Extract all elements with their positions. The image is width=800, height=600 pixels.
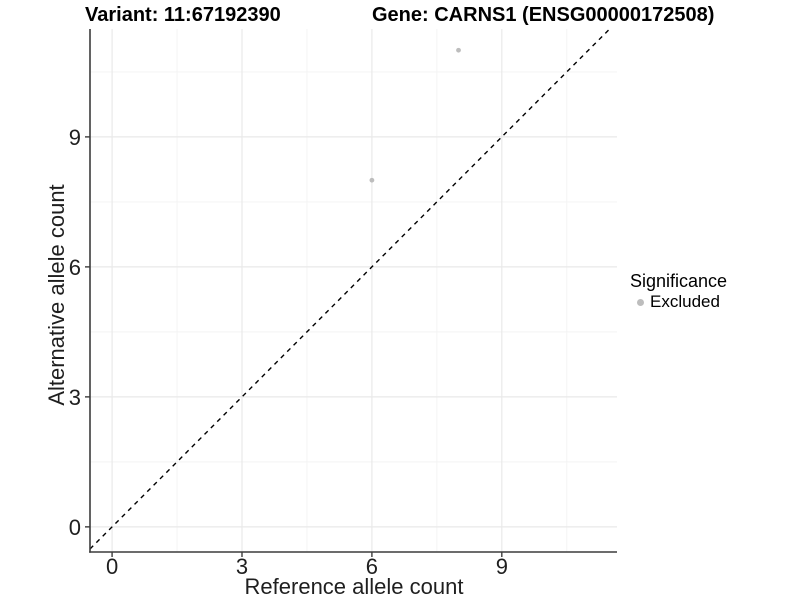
y-axis-title: Alternative allele count: [44, 184, 69, 406]
x-tick-label: 6: [366, 554, 378, 579]
legend-key: [630, 298, 650, 306]
y-tick-label: 3: [69, 385, 81, 410]
legend-title: Significance: [630, 271, 728, 291]
legend-item-label: Excluded: [650, 292, 720, 311]
data-point: [369, 177, 375, 183]
x-tick-label: 9: [496, 554, 508, 579]
x-tick-label: 0: [106, 554, 118, 579]
plot-title-gene: Gene: CARNS1 (ENSG00000172508): [372, 4, 715, 26]
y-tick-label: 6: [69, 255, 81, 280]
y-tick-label: 9: [69, 125, 81, 150]
x-axis-title: Reference allele count: [244, 574, 464, 599]
plot-title-variant: Variant: 11:67192390: [85, 4, 281, 26]
legend-item-excluded: Excluded: [630, 293, 727, 311]
excluded-point-icon: [636, 298, 644, 306]
identity-reference-line: [89, 28, 611, 550]
data-point: [456, 47, 461, 53]
x-tick-label: 3: [236, 554, 248, 579]
legend: Significance Excluded: [630, 271, 727, 311]
y-tick-label: 0: [69, 515, 81, 540]
